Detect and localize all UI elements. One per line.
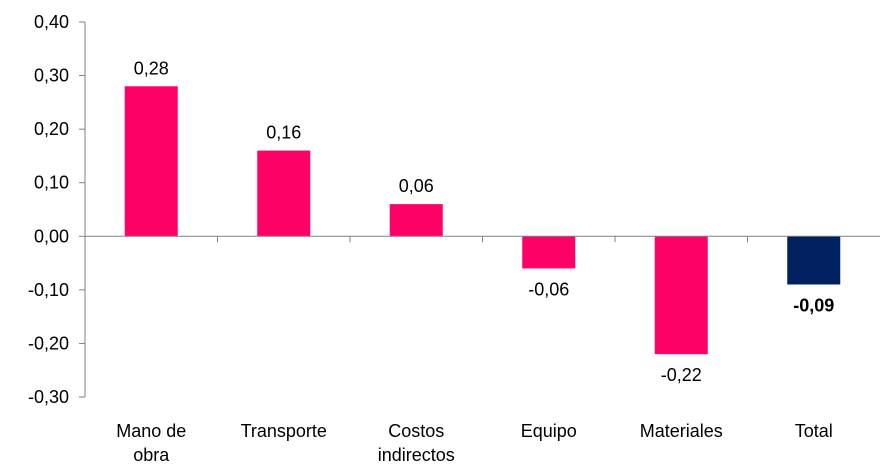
bar (522, 236, 576, 269)
y-tick-label: 0,30 (34, 66, 69, 86)
y-tick-label: -0,30 (28, 387, 69, 407)
y-axis: 0,40 0,30 0,20 0,10 0,00 -0,10 -0,20 -0,30 (28, 12, 86, 407)
y-tick-label: 0,40 (34, 12, 69, 32)
data-label: -0,09 (793, 296, 834, 316)
y-tick-label: 0,20 (34, 119, 69, 139)
data-label: 0,28 (134, 58, 169, 78)
y-tick-label: 0,00 (34, 226, 69, 246)
y-tick-label: -0,20 (28, 333, 69, 353)
x-tick-label: Transporte (241, 421, 327, 441)
bar (654, 236, 708, 355)
data-label: 0,06 (399, 176, 434, 196)
x-tick-label: Materiales (640, 421, 723, 441)
data-labels: 0,28 0,16 0,06 -0,06 -0,22 -0,09 (134, 58, 835, 385)
y-tick-label: 0,10 (34, 173, 69, 193)
bar (257, 150, 311, 237)
bar (124, 86, 178, 237)
data-label: -0,06 (528, 279, 569, 299)
bars (124, 86, 841, 355)
bar (389, 204, 443, 237)
bar (787, 236, 841, 285)
x-tick-label: Mano de obra (116, 421, 186, 465)
x-tick-label: Equipo (521, 421, 577, 441)
x-tick-label: Total (795, 421, 833, 441)
data-label: 0,16 (266, 123, 301, 143)
y-tick-label: -0,10 (28, 280, 69, 300)
x-tick-label: Costos indirectos (378, 421, 455, 465)
data-label: -0,22 (661, 365, 702, 385)
x-axis: Mano de obra Transporte Costos indirectos Equ… (85, 235, 880, 465)
